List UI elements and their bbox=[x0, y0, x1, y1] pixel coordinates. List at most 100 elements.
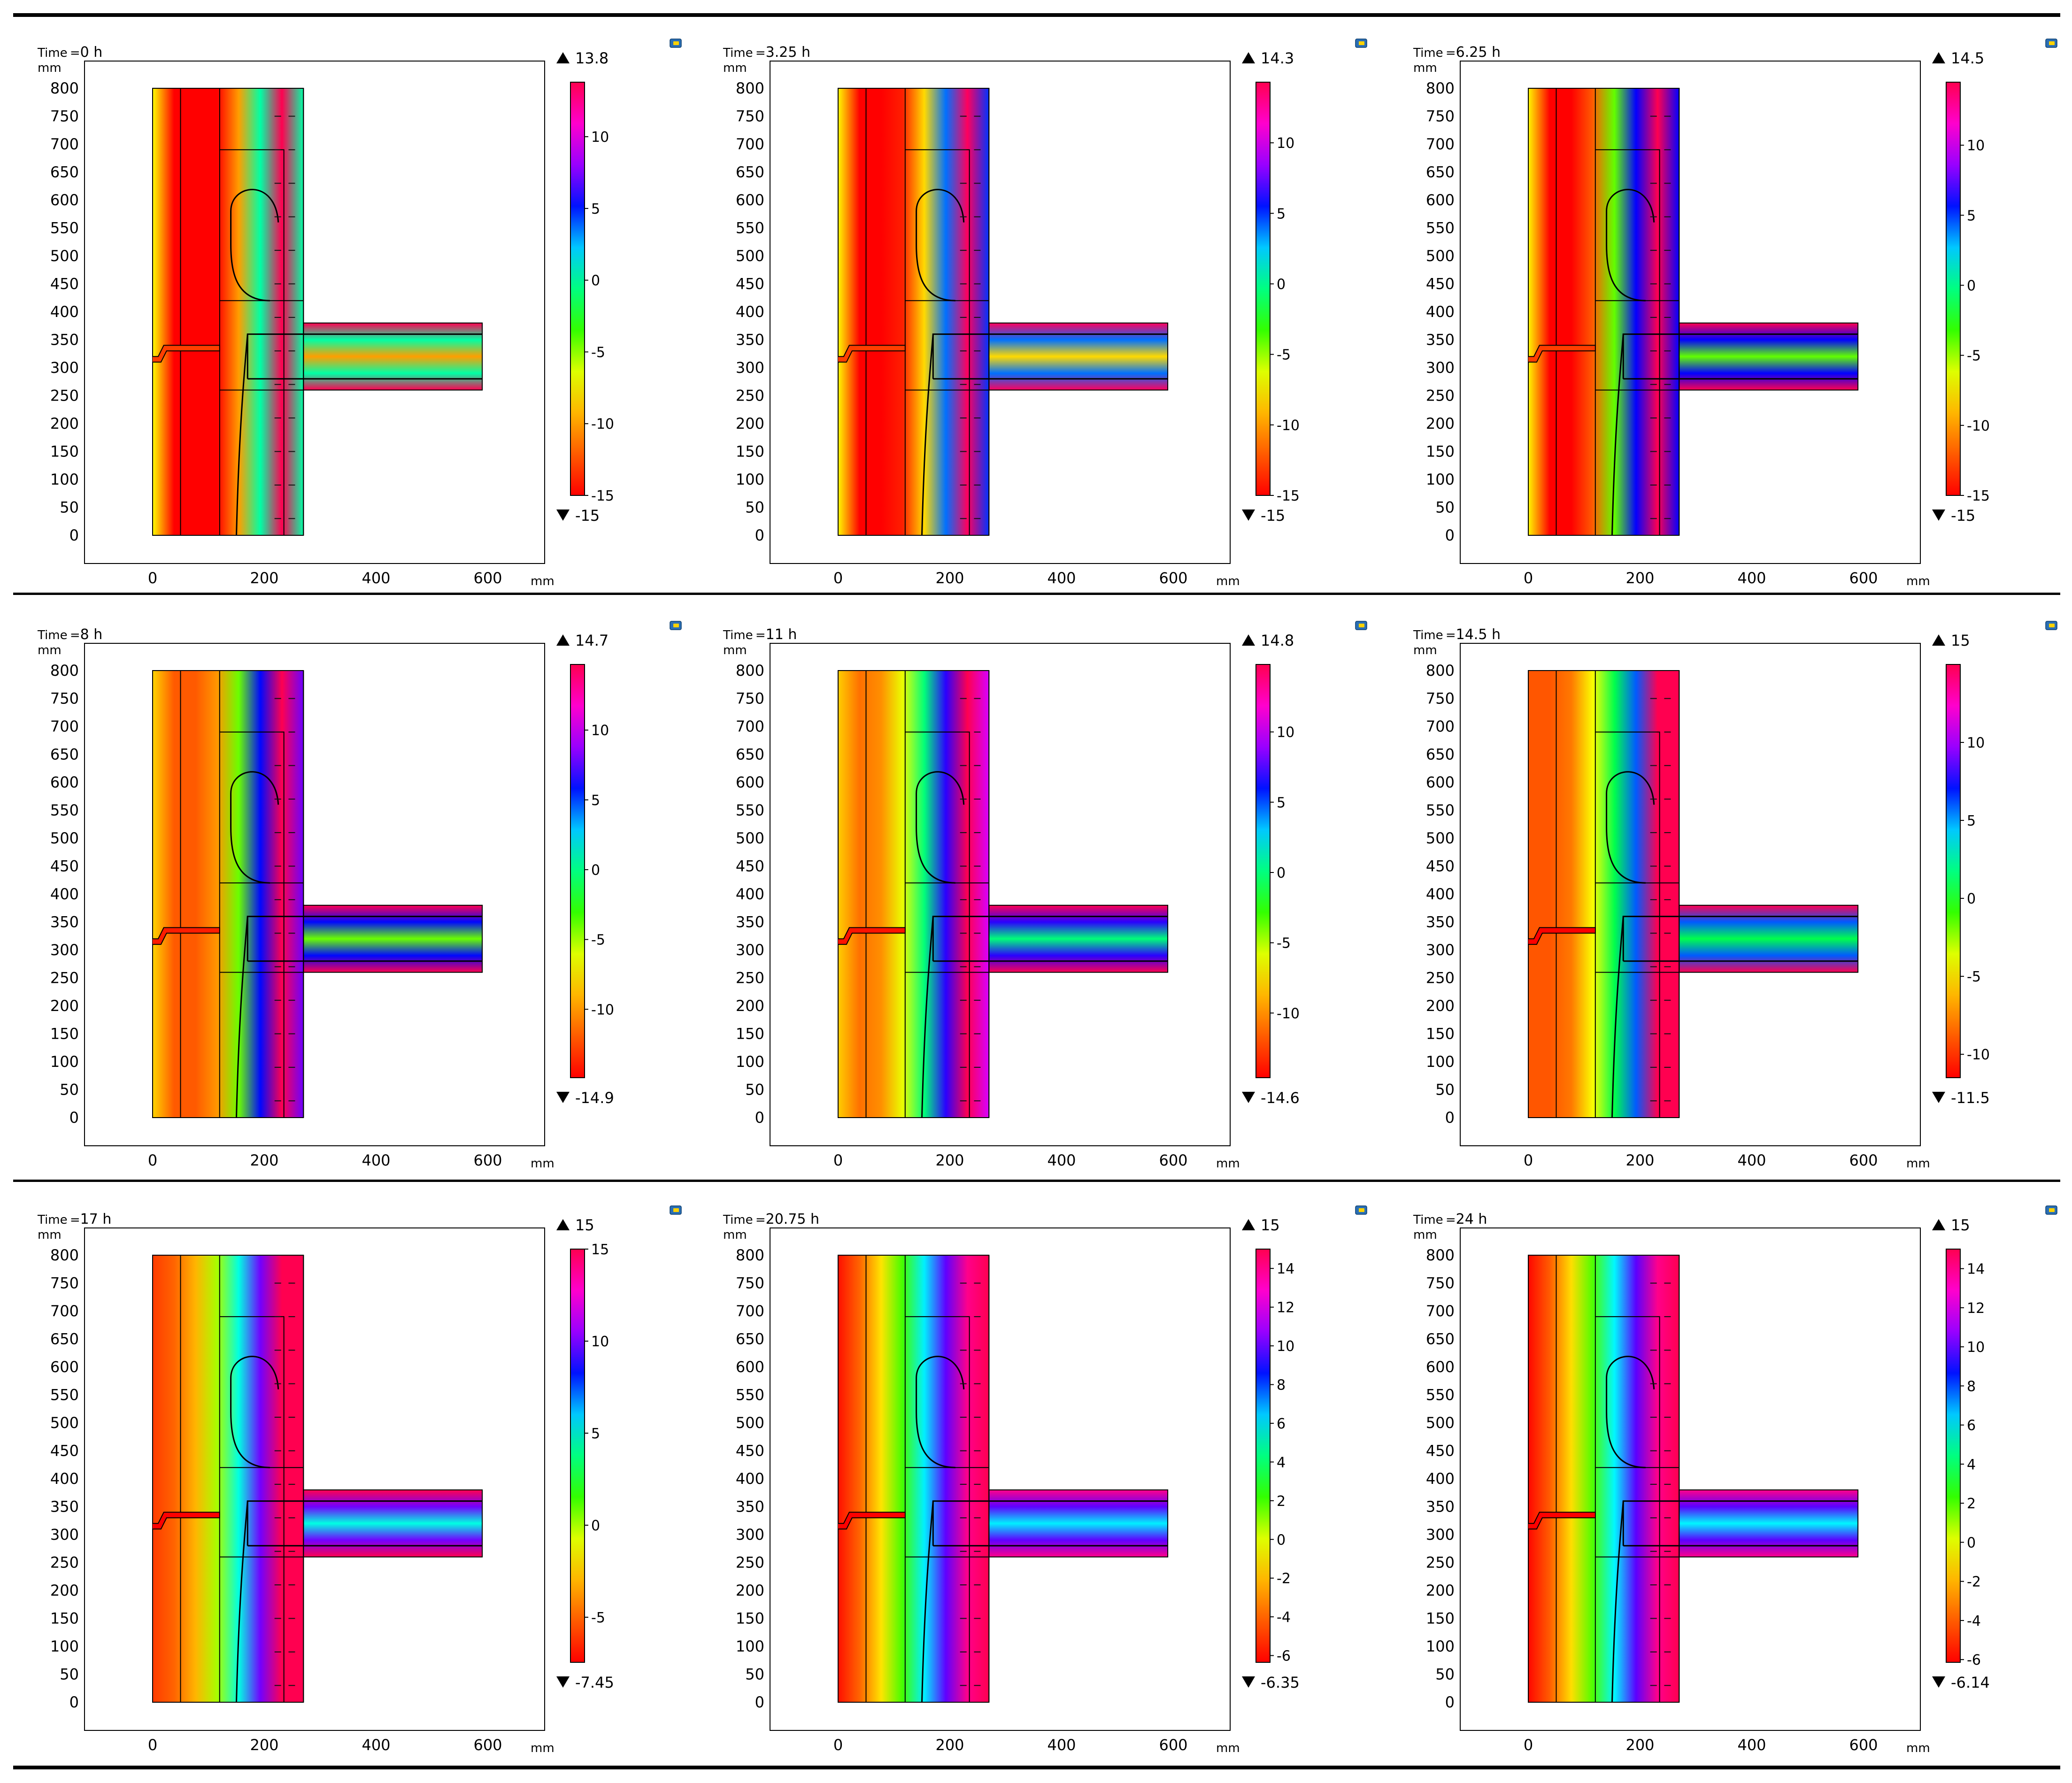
heat-flux-arrows bbox=[274, 116, 295, 519]
y-tick-label: 750 bbox=[736, 690, 764, 708]
connector-bracket bbox=[153, 1512, 220, 1530]
y-unit-label: mm bbox=[1413, 61, 1437, 75]
y-tick-label: 700 bbox=[50, 1302, 79, 1320]
time-value: 20.75 h bbox=[765, 1211, 820, 1227]
wall-section bbox=[1528, 88, 1680, 536]
colorbar-tick-label: 10 bbox=[591, 723, 609, 739]
colorbar-tick-label: 6 bbox=[1967, 1418, 1976, 1434]
y-tick-label: 200 bbox=[1426, 997, 1455, 1015]
comsol-logo-icon bbox=[1355, 1205, 1367, 1215]
x-tick-label: 200 bbox=[250, 569, 278, 587]
y-tick-label: 0 bbox=[1445, 526, 1455, 544]
wall-section bbox=[838, 670, 990, 1118]
slab-section bbox=[303, 904, 483, 973]
y-tick-label: 450 bbox=[50, 1442, 79, 1460]
y-tick-label: 650 bbox=[736, 746, 764, 764]
y-tick-label: 50 bbox=[1435, 1081, 1455, 1099]
x-tick-label: 400 bbox=[1047, 1736, 1076, 1754]
colorbar-tick-label: 5 bbox=[1967, 813, 1976, 829]
y-tick-label: 100 bbox=[1426, 1053, 1455, 1071]
y-tick-label: 550 bbox=[736, 802, 764, 819]
time-value: 8 h bbox=[80, 626, 103, 643]
x-tick-label: 600 bbox=[1849, 1151, 1878, 1169]
color-bar bbox=[570, 664, 585, 1078]
color-bar bbox=[570, 82, 585, 496]
colorbar-tick-label: -6 bbox=[1277, 1648, 1291, 1665]
y-tick-label: 650 bbox=[50, 163, 79, 181]
time-value: 14.5 h bbox=[1456, 626, 1501, 643]
rebar-loop bbox=[230, 771, 279, 884]
time-label: Time =3.25 h bbox=[723, 44, 810, 61]
y-tick-label: 800 bbox=[1426, 1246, 1455, 1264]
colorbar-max: 15 bbox=[575, 1216, 594, 1234]
time-value: 0 h bbox=[80, 44, 103, 61]
colorbar-tick-label: 6 bbox=[1277, 1416, 1286, 1432]
colorbar-tick-label: -5 bbox=[591, 1610, 605, 1626]
colorbar-tick-label: 10 bbox=[1277, 135, 1294, 152]
plot-panel: Time =20.75 h mm 0 200 400 600 mm 0 50 100 150 200 2… bbox=[704, 1195, 1385, 1759]
time-prefix: Time = bbox=[38, 628, 80, 642]
y-tick-label: 50 bbox=[60, 499, 79, 517]
x-unit-label: mm bbox=[1216, 574, 1240, 588]
time-value: 6.25 h bbox=[1456, 44, 1501, 61]
y-tick-label: 650 bbox=[736, 163, 764, 181]
y-tick-label: 250 bbox=[736, 969, 764, 987]
colorbar-tick-label: -10 bbox=[1967, 1047, 1990, 1063]
heat-flux-arrows bbox=[274, 1282, 295, 1686]
colorbar-tick-label: -5 bbox=[591, 344, 605, 361]
color-bar bbox=[570, 1249, 585, 1663]
comsol-logo-icon bbox=[1355, 39, 1367, 48]
colorbar-tick-label: -5 bbox=[1277, 347, 1291, 363]
x-unit-label: mm bbox=[1906, 1157, 1930, 1171]
y-tick-label: 250 bbox=[736, 387, 764, 405]
y-tick-label: 50 bbox=[60, 1081, 79, 1099]
y-tick-label: 800 bbox=[50, 79, 79, 97]
slab-section bbox=[988, 322, 1169, 391]
y-tick-label: 200 bbox=[736, 415, 764, 432]
slab-section bbox=[1679, 904, 1859, 973]
x-tick-label: 400 bbox=[362, 1736, 390, 1754]
y-tick-label: 0 bbox=[755, 526, 764, 544]
time-value: 3.25 h bbox=[765, 44, 810, 61]
y-tick-label: 150 bbox=[736, 443, 764, 461]
colorbar-tick-label: 2 bbox=[1967, 1496, 1976, 1512]
y-tick-label: 150 bbox=[1426, 443, 1455, 461]
max-triangle-icon bbox=[556, 52, 570, 63]
y-unit-label: mm bbox=[1413, 643, 1437, 657]
y-tick-label: 700 bbox=[736, 1302, 764, 1320]
x-tick-label: 0 bbox=[833, 1151, 843, 1169]
slab-section bbox=[1679, 1489, 1859, 1558]
colorbar-tick-label: 10 bbox=[1967, 735, 1985, 751]
colorbar-min: -6.35 bbox=[1261, 1674, 1300, 1691]
time-prefix: Time = bbox=[1413, 46, 1456, 60]
y-tick-label: 50 bbox=[745, 1081, 764, 1099]
x-tick-label: 400 bbox=[362, 569, 390, 587]
plot-panel: Time =17 h mm 0 200 400 600 mm 0 50 100 150 200 250 3… bbox=[19, 1195, 700, 1759]
colorbar-tick-label: -5 bbox=[1277, 935, 1291, 952]
y-tick-label: 100 bbox=[1426, 1637, 1455, 1655]
y-tick-label: 200 bbox=[736, 1582, 764, 1599]
time-label: Time =14.5 h bbox=[1413, 626, 1501, 643]
y-tick-label: 550 bbox=[50, 219, 79, 237]
colorbar-max: 15 bbox=[1261, 1216, 1280, 1234]
colorbar-tick-label: 4 bbox=[1277, 1454, 1286, 1471]
temperature-plot: 0 200 400 600 mm0501001502002503003504004505… bbox=[736, 632, 1300, 1171]
colorbar-tick-label: 10 bbox=[1967, 1339, 1985, 1356]
time-prefix: Time = bbox=[1413, 628, 1456, 642]
y-tick-label: 300 bbox=[50, 359, 79, 377]
y-tick-label: 800 bbox=[736, 1246, 764, 1264]
time-value: 24 h bbox=[1456, 1211, 1487, 1227]
y-unit-label: mm bbox=[38, 643, 62, 657]
y-tick-label: 50 bbox=[745, 499, 764, 517]
y-tick-label: 0 bbox=[1445, 1693, 1455, 1711]
colorbar-tick-label: 14 bbox=[1277, 1261, 1294, 1277]
colorbar-tick-label: 0 bbox=[1277, 865, 1286, 881]
y-tick-label: 200 bbox=[50, 1582, 79, 1599]
y-tick-label: 400 bbox=[1426, 885, 1455, 903]
y-tick-label: 500 bbox=[50, 829, 79, 847]
y-tick-label: 150 bbox=[50, 1025, 79, 1043]
comsol-logo-icon bbox=[670, 1205, 682, 1215]
y-tick-label: 0 bbox=[1445, 1109, 1455, 1127]
colorbar-min: -11.5 bbox=[1951, 1089, 1990, 1107]
color-bar bbox=[1946, 82, 1961, 496]
